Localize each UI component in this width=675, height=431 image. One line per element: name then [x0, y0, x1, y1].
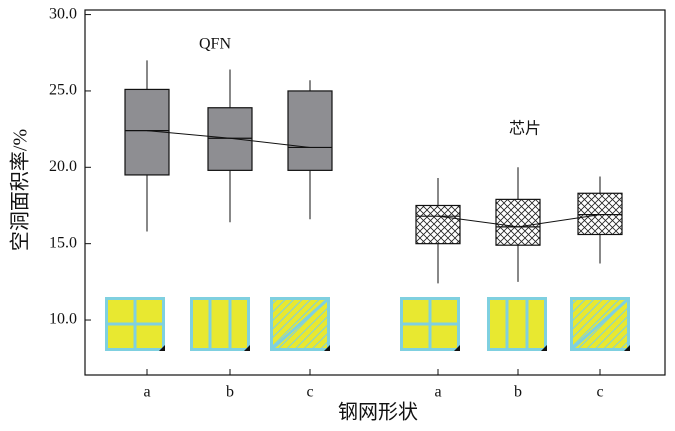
x-tick-label: c [306, 384, 313, 401]
y-tick-label: 10.0 [49, 311, 77, 328]
stencil-icons [103, 295, 632, 353]
x-tick-label: a [434, 384, 441, 401]
x-tick-label: a [143, 384, 150, 401]
box [287, 90, 333, 171]
y-tick-label: 15.0 [49, 234, 77, 251]
y-tick-label: 30.0 [49, 5, 77, 22]
y-tick-label: 25.0 [49, 82, 77, 99]
x-tick-label: c [596, 384, 603, 401]
group-label: 芯片 [509, 120, 541, 138]
box [207, 107, 253, 171]
x-axis-title: 钢网形状 [338, 401, 418, 424]
y-tick-label: 20.0 [49, 158, 77, 175]
plot-frame [84, 9, 666, 376]
box [415, 204, 461, 245]
median-trend [146, 130, 311, 148]
x-tick-label: b [226, 384, 234, 401]
x-tick-label: b [514, 384, 522, 401]
median-trend [437, 214, 601, 228]
y-axis-title: 空洞面积率/% [9, 129, 32, 251]
box [577, 192, 623, 236]
group-label: QFN [199, 36, 231, 53]
box [495, 198, 541, 246]
